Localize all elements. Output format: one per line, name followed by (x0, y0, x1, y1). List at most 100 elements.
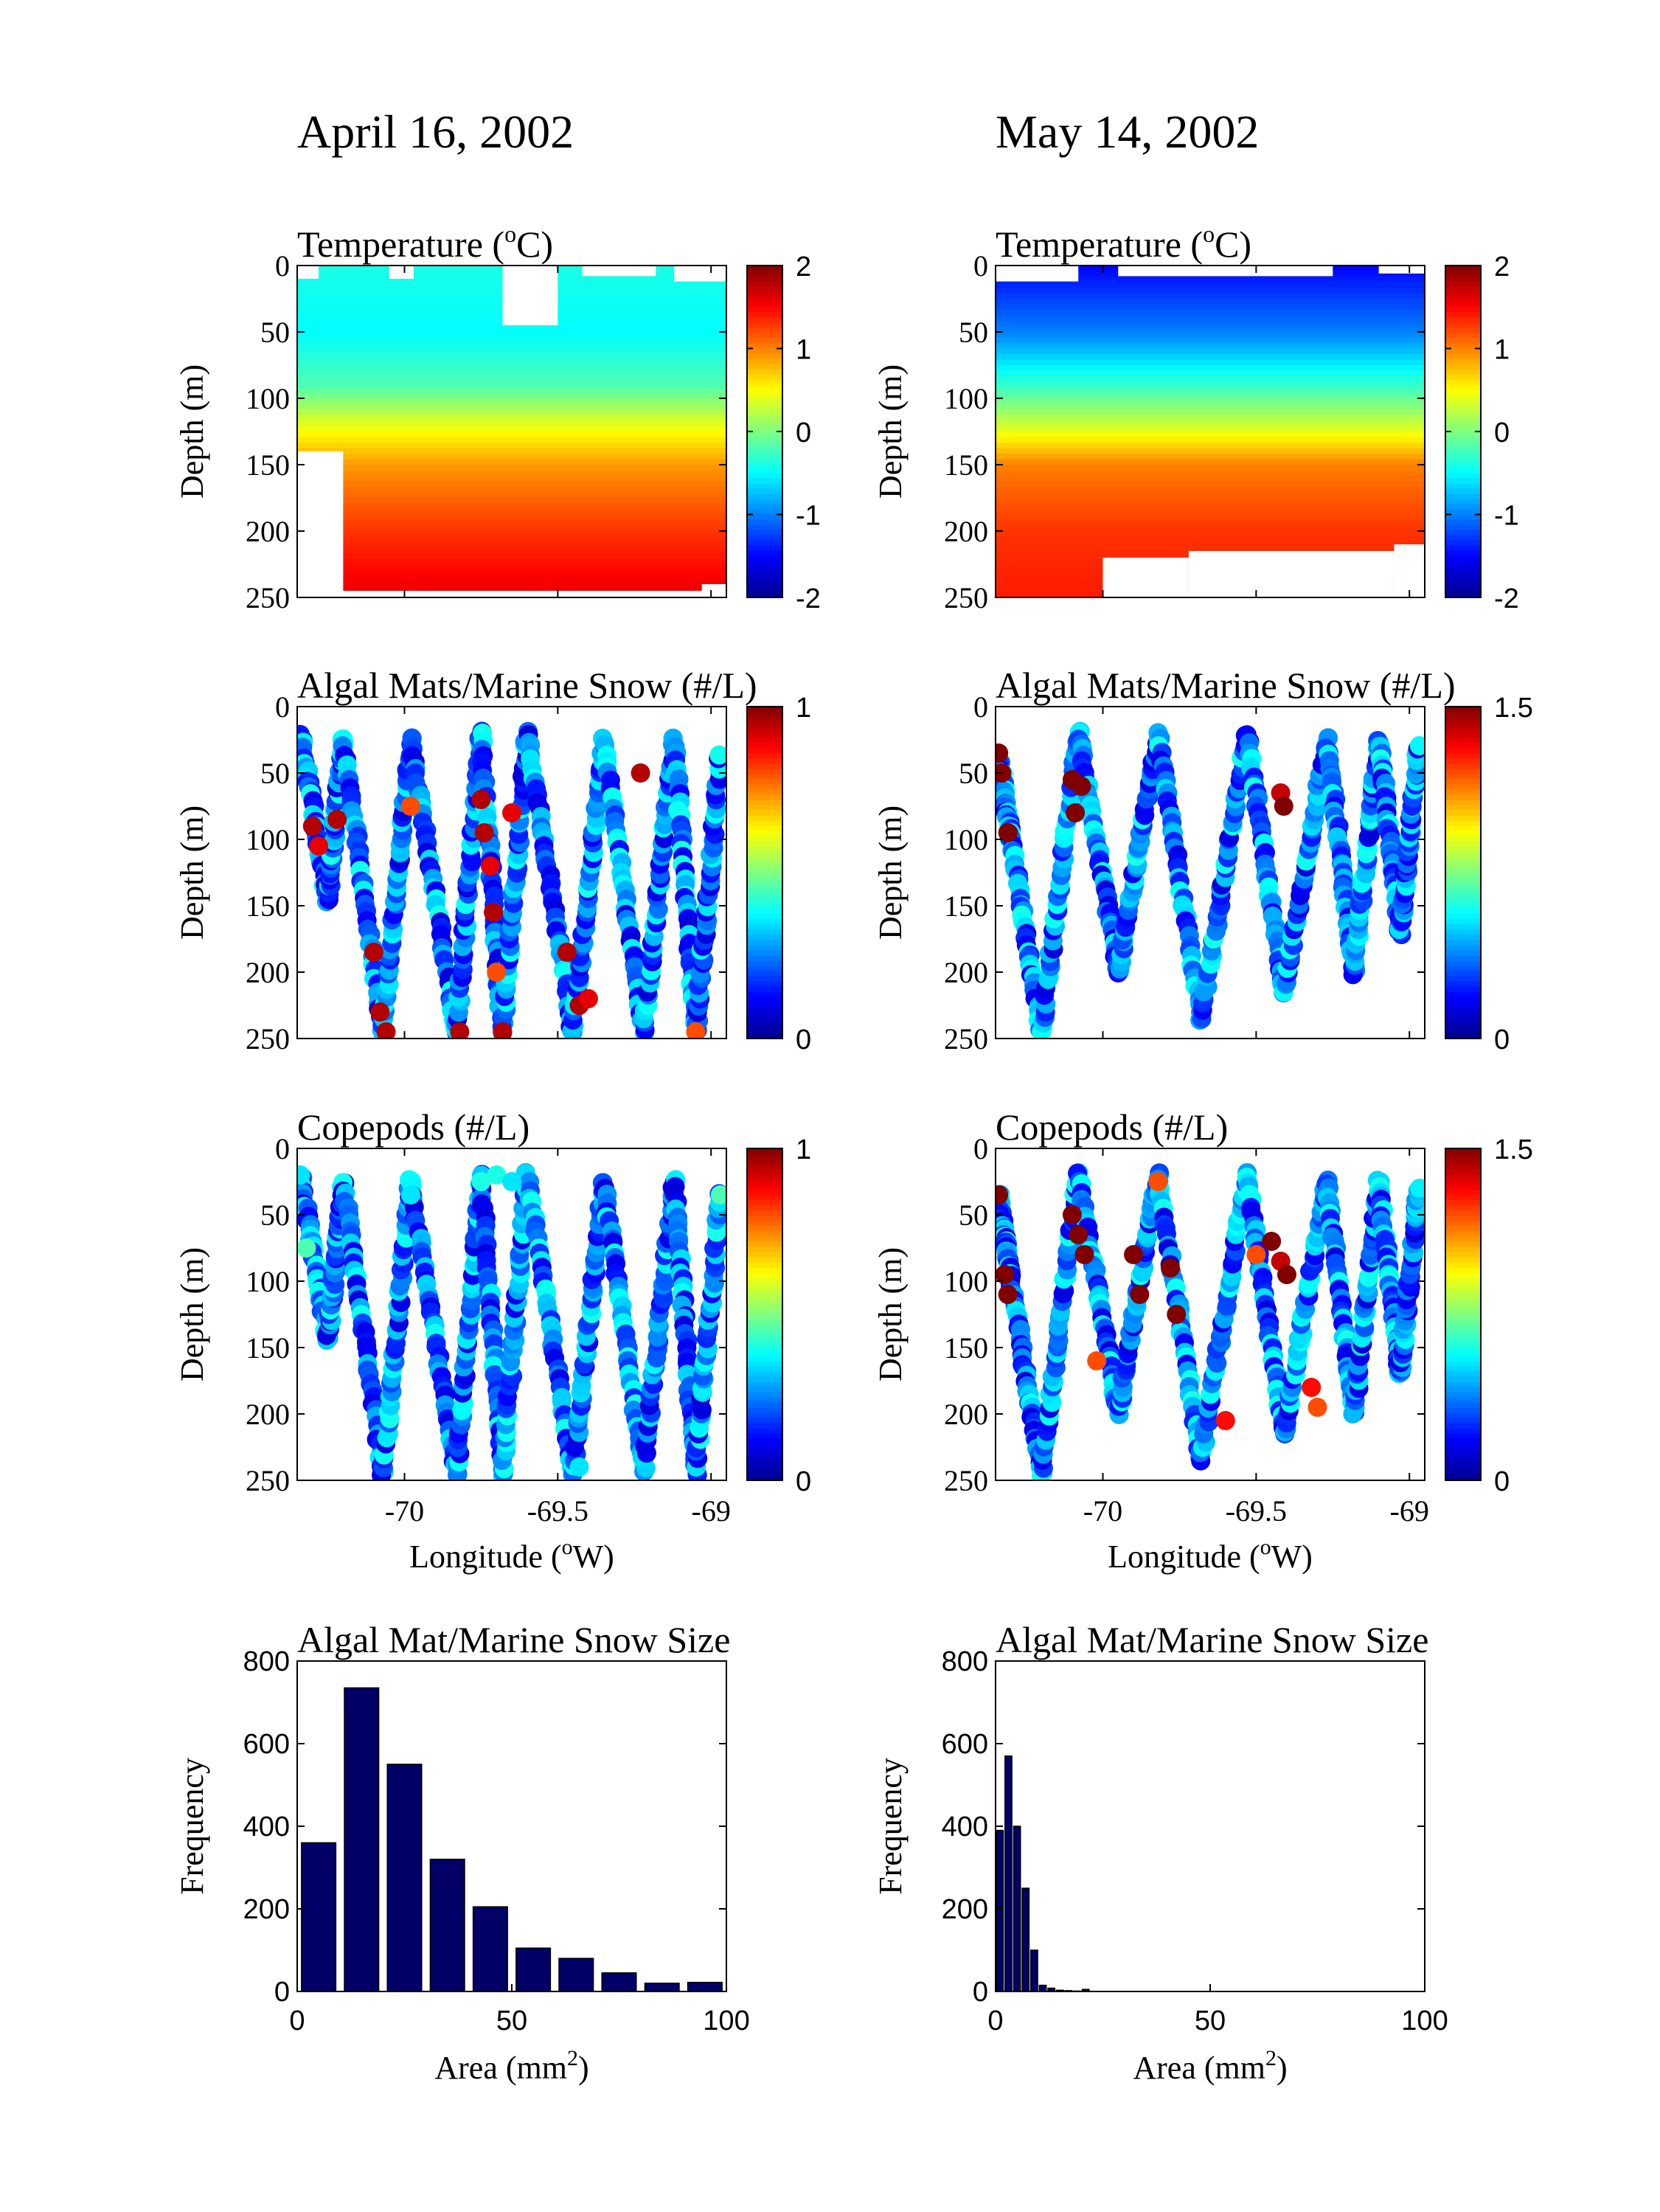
colorbar-band (1445, 769, 1481, 775)
colorbar-band (1445, 1247, 1481, 1253)
temperature-band (297, 525, 726, 532)
panel-temp-may: 0 50 100 150 200 250 2 1 0 -1 -2 Temperature (oC) De… (872, 221, 1519, 614)
colorbar-band (1445, 1002, 1481, 1008)
temperature-band (297, 487, 726, 493)
plot-frame (995, 1148, 1425, 1481)
sample-point-high (400, 1185, 420, 1204)
y-axis-label: Depth (m) (872, 364, 909, 499)
colorbar-band (1445, 919, 1481, 926)
colorbar-band (1445, 1366, 1481, 1373)
colorbar-band (1445, 1272, 1481, 1279)
temperature-band (996, 376, 1425, 383)
column-title-may: May 14, 2002 (996, 105, 1259, 158)
xlabel-superscript: o (562, 1535, 573, 1559)
title-text: Algal Mats/Marine Snow (#/L) (996, 665, 1456, 706)
panel-title: Algal Mats/Marine Snow (#/L) (297, 665, 757, 706)
colorbar-band (1445, 841, 1481, 847)
colorbar-band (1445, 307, 1481, 313)
sample-point-high (1262, 1232, 1282, 1251)
temperature-band (297, 415, 726, 421)
sample-point-high (998, 1285, 1018, 1304)
colorbar-band (1445, 379, 1481, 386)
colorbar-band (747, 1288, 782, 1294)
colorbar-band (1445, 904, 1481, 910)
colorbar-band (747, 856, 782, 863)
data-gap (1378, 266, 1425, 274)
colorbar-band (1445, 1469, 1481, 1476)
title-text: Copepods (#/L) (996, 1106, 1228, 1148)
colorbar-tick-label: 1 (796, 693, 811, 724)
y-axis-label: Frequency (174, 1758, 210, 1895)
colorbar-band (747, 1469, 782, 1476)
colorbar-band (1445, 405, 1481, 412)
colorbar-band (747, 317, 782, 324)
colorbar-band (1445, 364, 1481, 370)
colorbar-band (747, 1308, 782, 1315)
colorbar-band (1445, 343, 1481, 350)
colorbar-band (1445, 1407, 1481, 1414)
colorbar-band (747, 1443, 782, 1450)
colorbar: 2 1 0 -1 -2 (1445, 252, 1519, 614)
colorbar-band (1445, 555, 1481, 562)
colorbar-band (747, 535, 782, 541)
colorbar-band (1445, 1221, 1481, 1227)
temperature-band (996, 293, 1425, 299)
colorbar-band (747, 442, 782, 448)
colorbar-band (1445, 929, 1481, 936)
histogram-bar (1004, 1755, 1013, 1992)
histogram-bar (996, 1829, 1004, 1992)
colorbar-band (1445, 1262, 1481, 1269)
colorbar-band (747, 1267, 782, 1274)
temperature-band (297, 370, 726, 377)
temperature-band (297, 454, 726, 460)
temperature-band (297, 381, 726, 388)
colorbar-band (747, 420, 782, 427)
colorbar-band (747, 712, 782, 718)
data-gap (1118, 266, 1333, 277)
colorbar-band (1445, 415, 1481, 422)
sample-point-high (376, 1022, 396, 1039)
colorbar-band (747, 395, 782, 401)
x-tick-label: 50 (496, 2005, 527, 2036)
colorbar-band (1445, 281, 1481, 288)
colorbar-band (747, 524, 782, 531)
temperature-band (996, 542, 1425, 549)
colorbar-band (747, 266, 782, 272)
colorbar-band (1445, 1330, 1481, 1336)
sample-point-high (1074, 1245, 1094, 1264)
temperature-band (996, 509, 1425, 516)
colorbar-band (747, 1423, 782, 1429)
temperature-band (996, 381, 1425, 388)
temperature-band (996, 332, 1425, 339)
colorbar-band (1445, 810, 1481, 817)
y-tick-label: 0 (274, 1977, 290, 2008)
colorbar-band (1445, 1022, 1481, 1029)
colorbar-band (747, 789, 782, 796)
colorbar-band (1445, 1433, 1481, 1440)
title-text: Algal Mat/Marine Snow Size (996, 1619, 1428, 1660)
colorbar-band (747, 327, 782, 334)
colorbar-band (747, 1407, 782, 1414)
plot-body (297, 266, 726, 597)
colorbar-band (747, 452, 782, 459)
title-text: Copepods (#/L) (297, 1106, 529, 1148)
y-tick-label: 150 (246, 890, 290, 923)
colorbar-band (1445, 815, 1481, 822)
y-tick-label: 50 (260, 316, 290, 349)
temperature-band (996, 503, 1425, 510)
colorbar-band (1445, 297, 1481, 303)
temperature-band (996, 476, 1425, 482)
temperature-band (297, 498, 726, 505)
data-gap (297, 591, 726, 597)
sample-point-high (1069, 1225, 1088, 1244)
colorbar-tick-label: 1.5 (1494, 693, 1533, 724)
panel-title: Temperature (oC) (297, 221, 553, 265)
colorbar-band (1445, 1381, 1481, 1388)
colorbar-band (1445, 794, 1481, 801)
temperature-band (297, 536, 726, 543)
sample-point-high (487, 1165, 507, 1185)
histogram-bar (687, 1981, 723, 1992)
y-tick-label: 150 (246, 1331, 290, 1365)
colorbar-band (747, 717, 782, 724)
